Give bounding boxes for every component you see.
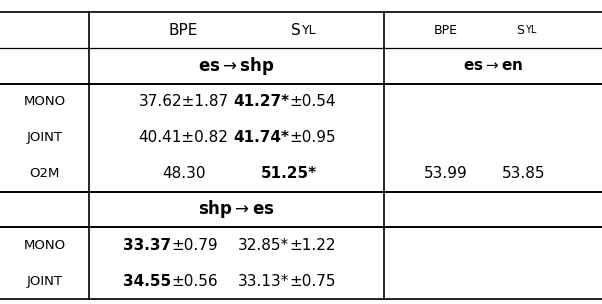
Text: 37.62±1.87: 37.62±1.87 xyxy=(138,94,229,109)
Text: 41.74*: 41.74* xyxy=(233,130,289,145)
Text: 51.25*: 51.25* xyxy=(261,166,317,181)
Text: S: S xyxy=(516,24,524,36)
Text: MONO: MONO xyxy=(23,95,66,108)
Text: 53.85: 53.85 xyxy=(502,166,545,181)
Text: es$\rightarrow$shp: es$\rightarrow$shp xyxy=(198,55,275,77)
Text: O2M: O2M xyxy=(29,167,60,180)
Text: es$\rightarrow$en: es$\rightarrow$en xyxy=(463,58,523,74)
Text: YL: YL xyxy=(525,25,536,35)
Text: JOINT: JOINT xyxy=(26,131,63,144)
Text: 33.37: 33.37 xyxy=(123,238,172,253)
Text: ±1.22: ±1.22 xyxy=(289,238,335,253)
Text: YL: YL xyxy=(302,24,317,36)
Text: MONO: MONO xyxy=(23,239,66,252)
Text: 34.55: 34.55 xyxy=(123,274,172,289)
Text: 32.85*: 32.85* xyxy=(238,238,289,253)
Text: JOINT: JOINT xyxy=(26,275,63,288)
Text: ±0.95: ±0.95 xyxy=(289,130,335,145)
Text: 41.27*: 41.27* xyxy=(233,94,289,109)
Text: S: S xyxy=(291,22,301,38)
Text: ±0.75: ±0.75 xyxy=(289,274,335,289)
Text: ±0.79: ±0.79 xyxy=(172,238,218,253)
Text: ±0.54: ±0.54 xyxy=(289,94,335,109)
Text: shp$\rightarrow$es: shp$\rightarrow$es xyxy=(199,199,275,220)
Text: 33.13*: 33.13* xyxy=(238,274,289,289)
Text: BPE: BPE xyxy=(433,24,458,36)
Text: ±0.56: ±0.56 xyxy=(172,274,218,289)
Text: 48.30: 48.30 xyxy=(162,166,205,181)
Text: 40.41±0.82: 40.41±0.82 xyxy=(138,130,229,145)
Text: 53.99: 53.99 xyxy=(424,166,467,181)
Text: BPE: BPE xyxy=(169,22,198,38)
